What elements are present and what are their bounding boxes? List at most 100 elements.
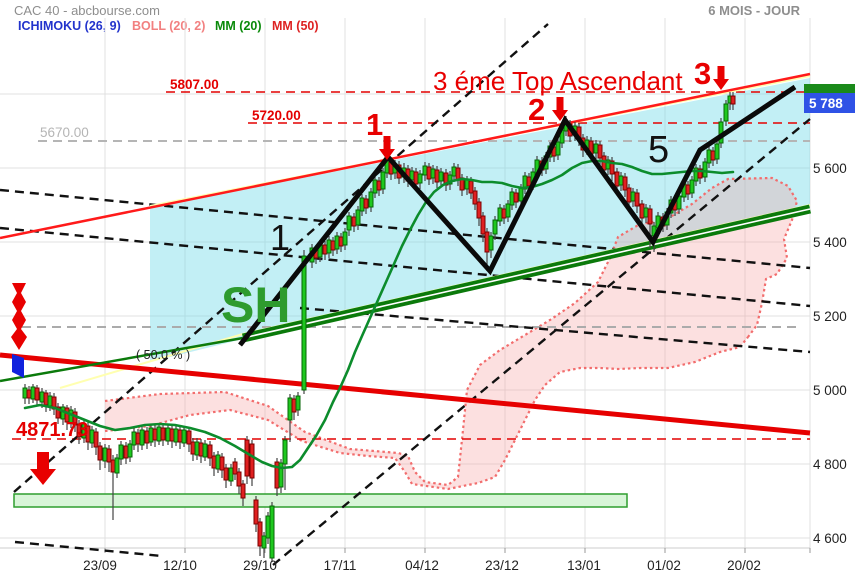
candle-body — [131, 431, 137, 446]
y-axis-label: 5 400 — [813, 235, 847, 250]
y-axis-label: 5 000 — [813, 383, 847, 398]
level-label-5670: 5670.00 — [40, 125, 89, 140]
legend-item-1[interactable]: BOLL (20, 2) — [132, 19, 206, 33]
candle-body — [417, 173, 423, 184]
dashed-trendline — [272, 118, 811, 566]
blue-flag-icon — [12, 354, 24, 378]
candle-body — [497, 207, 503, 222]
candle-body — [330, 240, 336, 251]
candle-body — [301, 255, 307, 391]
annotation-wave1: 1 — [270, 217, 290, 258]
legend-item-3[interactable]: MM (50) — [272, 19, 319, 33]
red-resistance-line — [0, 72, 811, 240]
candle-body — [232, 461, 238, 475]
candle-body — [714, 143, 720, 160]
candle-body — [480, 215, 486, 235]
candle-body — [472, 190, 478, 205]
candle-body — [55, 406, 61, 419]
candle-body — [97, 445, 103, 461]
horizontal-levels — [12, 91, 810, 440]
annotation-arrows — [379, 66, 729, 160]
trendlines — [0, 72, 811, 436]
dashed-trendline — [0, 188, 811, 270]
timeframe-label: 6 MOIS - JOUR — [708, 3, 800, 18]
candle-body — [76, 423, 82, 438]
candle-body — [118, 444, 124, 460]
candle-body — [139, 429, 145, 446]
candlesticks — [22, 92, 736, 562]
candle-body — [249, 443, 255, 479]
candle-body — [730, 95, 736, 105]
candle-body — [47, 395, 53, 407]
candle-body — [430, 168, 436, 179]
candle-body — [257, 521, 263, 547]
candle-body — [451, 166, 457, 177]
candle-body — [372, 179, 378, 194]
candle-body — [593, 143, 599, 154]
legend-item-0[interactable]: ICHIMOKU (26, 9) — [18, 19, 121, 33]
candle-body — [422, 165, 428, 176]
candle-body — [359, 197, 365, 212]
legend-item-2[interactable]: MM (20) — [215, 19, 262, 33]
support-zone-rectangle — [13, 493, 628, 508]
dashed-trendline — [13, 23, 549, 493]
candle-body — [376, 180, 382, 191]
candle-body — [630, 191, 636, 202]
candle-body — [434, 169, 440, 183]
candle-body — [342, 231, 348, 246]
candle-body — [148, 427, 154, 443]
candle-body — [643, 207, 649, 218]
candle-body — [278, 462, 284, 488]
candle-body — [447, 174, 453, 185]
jagged-down-arrow-icon — [11, 283, 27, 350]
green-support-thin — [0, 336, 244, 383]
candle-body — [710, 150, 716, 161]
dashed-trendline — [0, 226, 811, 308]
x-axis-label: 12/10 — [163, 558, 197, 573]
last-price-value: 5 788 — [809, 96, 843, 111]
candle-body — [488, 235, 494, 251]
candle-body — [190, 441, 196, 455]
candle-body — [438, 171, 444, 182]
candle-body — [639, 203, 645, 219]
candle-body — [501, 208, 507, 219]
candle-body — [177, 429, 183, 443]
candle-body — [492, 219, 498, 235]
candle-body — [89, 429, 95, 444]
candle-body — [135, 432, 141, 445]
candle-body — [22, 387, 28, 399]
candle-body — [244, 439, 250, 477]
mm20-line — [23, 159, 735, 470]
candle-body — [368, 191, 374, 208]
candle-body — [43, 392, 49, 406]
candle-body — [173, 428, 179, 443]
candle-body — [426, 166, 432, 180]
candle-body — [219, 456, 225, 471]
axis-labels: 5 600 5 400 5 200 5 000 4 800 4 600 23/09 12/10… — [83, 161, 847, 573]
y-axis-label: 4 600 — [813, 531, 847, 546]
cloud-span-b — [104, 336, 749, 491]
candle-body — [265, 515, 271, 539]
y-axis-label: 4 800 — [813, 457, 847, 472]
x-axis-label: 29/10 — [243, 558, 277, 573]
candle-body — [215, 454, 221, 470]
candle-body — [240, 483, 246, 499]
candle-body — [144, 430, 150, 444]
x-axis-label: 17/11 — [324, 558, 357, 573]
red-descending-trendline — [0, 352, 811, 436]
dashed-trendline — [14, 540, 163, 558]
candle-body — [181, 429, 187, 444]
candle-body — [165, 427, 171, 442]
candle-body — [110, 459, 116, 473]
candle-body — [334, 235, 340, 250]
candle-body — [468, 180, 474, 194]
annotation-wave5: 5 — [648, 129, 669, 171]
annotation-sh: SH — [221, 277, 290, 333]
ascending-channel-fill — [150, 78, 810, 362]
candle-body — [413, 171, 419, 185]
candle-body — [614, 171, 620, 187]
y-axis-label: 5 600 — [813, 161, 847, 176]
candle-body — [223, 467, 229, 481]
candle-body — [338, 236, 344, 247]
